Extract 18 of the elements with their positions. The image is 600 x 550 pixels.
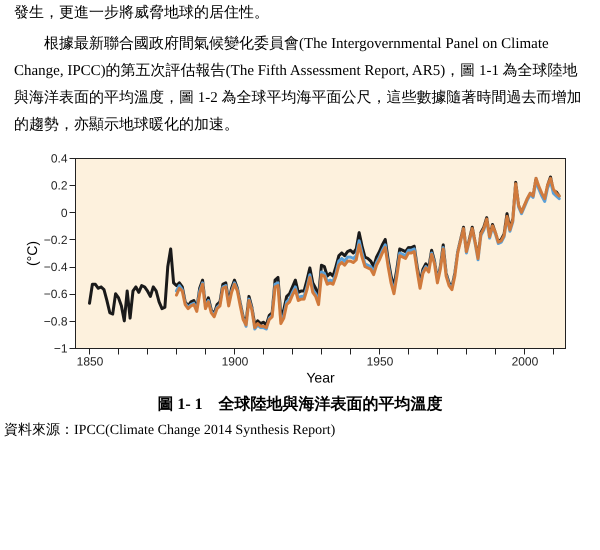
y-tick-label: −0.6 (44, 287, 68, 302)
y-tick-label: −0.8 (44, 314, 68, 328)
y-tick-label: 0.4 (50, 152, 68, 166)
x-tick-label: 1950 (366, 354, 394, 368)
x-tick-label: 1900 (222, 354, 249, 368)
text: 圖 1- 1 全球陸地與海洋表面的平均溫度 (156, 394, 444, 415)
y-tick-label: 0.2 (50, 178, 68, 193)
x-tick-label: 2000 (512, 354, 539, 368)
text: 發生，更進一步將威脅地球的居住性。 (14, 4, 270, 23)
y-tick-label: −0.4 (44, 260, 68, 274)
y-tick-label: −0.2 (44, 232, 68, 247)
source-note: 資料來源：IPCC(Climate Change 2014 Synthesis Report) (4, 422, 336, 439)
y-tick-label: 0 (60, 206, 68, 220)
x-tick-label: 1850 (76, 354, 104, 368)
y-tick-label: −1 (54, 342, 68, 356)
x-axis-title: Year (306, 370, 335, 386)
y-axis-title: (°C) (24, 240, 40, 266)
text: 根據最新聯合國政府間氣候變化委員會(The Intergovernmental Panel on Climate Change, IPCC)的第五次評估報告(The Fifth Assessment Report, AR5)，圖 1-1 為全球陸地與海洋表面的平均溫度，圖 1-2 為全球平均海平面公尺，這些數據隨著時間過去而增加的趨勢，亦顯示地球暖化的加速。 (14, 34, 582, 135)
